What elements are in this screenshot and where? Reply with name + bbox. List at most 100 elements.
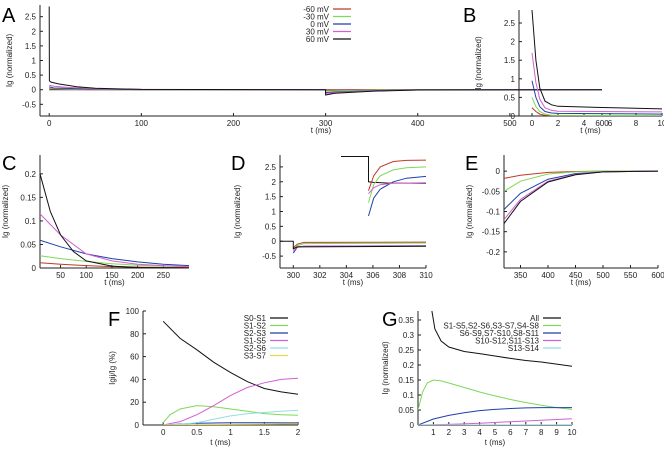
series-line-60-mV (504, 170, 659, 224)
panel-G: 1 2 3 4 5 6 7 8 9 10 0 0.05 0.1 0.15 0.2 0.25 0.3 0.35 t (… (381, 309, 577, 447)
legend-label: S10-S12,S11-S13 (475, 337, 539, 346)
y-tick-label: 1.5 (504, 56, 516, 65)
series-line--30-mV (531, 97, 663, 116)
legend-label: All (530, 314, 539, 323)
y-tick-label: 0.15 (398, 376, 414, 385)
series-line--30-mV (368, 166, 427, 203)
panel-letter: G (382, 309, 398, 331)
x-tick-label: 300 (319, 119, 333, 128)
x-tick-label: 304 (340, 271, 354, 280)
x-tick-label: 450 (569, 271, 583, 280)
panel-D: 300 302 304 306 308 310 -0.5 0 0.5 1 1.5 2 2.5 t (ms)… (231, 153, 433, 287)
x-tick-label: 5 (493, 428, 498, 437)
panel-E: 350 400 450 500 550 600 -0.2 -0.15 -0.1 -0.05 0 t (… (465, 153, 664, 287)
x-tick-label: 200 (131, 271, 145, 280)
y-tick-label: 1 (272, 208, 277, 217)
x-tick-label: 0 (530, 119, 535, 128)
legend-label: S1-S5 (244, 337, 267, 346)
series-line-S1-S5-S2-S6-S3-S7-S4-S8 (418, 379, 573, 411)
series-line-60-mV (40, 173, 190, 268)
x-tick-label: 2 (447, 428, 452, 437)
series-line-S2-S6 (163, 409, 299, 425)
x-tick-label: 300 (287, 271, 301, 280)
x-axis-label: t (ms) (210, 438, 231, 447)
x-tick-label: 400 (541, 271, 555, 280)
y-axis-label: Ig (normalized) (474, 36, 483, 90)
x-tick-label: 100 (80, 271, 94, 280)
panel-letter: D (231, 153, 245, 175)
x-tick-label: 10 (568, 428, 577, 437)
series-line-30-mV (368, 182, 427, 195)
y-axis-label: Ig (normalized) (1, 184, 10, 238)
y-axis-label: Ig (normalized) (233, 184, 242, 238)
series-group (48, 6, 603, 96)
y-tick-label: 0 (496, 167, 501, 176)
series-group (531, 9, 663, 116)
x-tick-label: 6 (608, 119, 613, 128)
y-tick-label: 0.1 (403, 391, 415, 400)
y-tick-label: 0.25 (398, 346, 414, 355)
x-tick-label: 50 (56, 271, 65, 280)
legend-label: 30 mV (306, 28, 330, 37)
x-tick-label: 600 (595, 119, 609, 128)
x-tick-label: 0 (161, 428, 166, 437)
y-tick-label: 0 (511, 112, 516, 121)
x-tick-label: 2 (296, 428, 301, 437)
x-tick-label: 200 (227, 119, 241, 128)
y-axis-label: Ig (normalized) (5, 33, 14, 87)
series-line-S6-S9-S7-S10-S8-S11 (418, 407, 572, 425)
panel-letter: B (463, 5, 476, 27)
y-tick-label: 0.05 (398, 406, 414, 415)
x-tick-label: 0.5 (191, 428, 203, 437)
series-line-S1-S5 (163, 377, 299, 425)
legend-label: 60 mV (306, 35, 330, 44)
y-tick-label: 0 (272, 237, 277, 246)
x-tick-label: 250 (157, 271, 171, 280)
y-tick-label: -0.5 (262, 252, 276, 261)
series-line-0-mV (531, 80, 663, 115)
series-group (162, 320, 299, 425)
legend-label: 0 mV (310, 20, 329, 29)
x-tick-label: 1 (228, 428, 233, 437)
y-tick-label: 60 (130, 353, 139, 362)
y-tick-label: 0 (135, 421, 140, 430)
panel-letter: E (465, 153, 478, 175)
x-tick-label: 306 (366, 271, 380, 280)
series-line--30-mV (504, 170, 658, 192)
x-tick-label: 3 (462, 428, 467, 437)
y-tick-label: -0.05 (482, 187, 501, 196)
y-tick-label: 80 (130, 330, 139, 339)
x-tick-label: 2 (556, 119, 561, 128)
series-line-60-mV (531, 9, 663, 110)
x-axis-label: t (ms) (343, 278, 364, 287)
x-tick-label: 4 (582, 119, 587, 128)
y-tick-label: 2 (32, 27, 37, 36)
x-tick-label: 550 (624, 271, 638, 280)
y-tick-label: 0.15 (20, 193, 36, 202)
x-axis-label: t (ms) (485, 438, 506, 447)
series-line-S0-S1 (162, 320, 299, 395)
series-line-0-mV (40, 239, 190, 267)
y-axis-label: Igij/Ig (%) (108, 351, 117, 385)
x-tick-label: 8 (634, 119, 639, 128)
y-tick-label: 0 (410, 421, 415, 430)
legend-G: AllS1-S5,S2-S6,S3-S7,S4-S8S6-S9,S7-S10,S… (443, 314, 561, 353)
x-tick-label: 100 (135, 119, 149, 128)
x-tick-label: 4 (477, 428, 482, 437)
y-axis-label: Ig (normalized) (465, 184, 474, 238)
y-tick-label: 100 (126, 307, 140, 316)
y-tick-label: 1.5 (25, 42, 37, 51)
panel-B: 0 2 4 6 8 10 0 0.5 1 1.5 2 2.5 t (ms) Ig (normalized)… (463, 5, 664, 135)
legend-label: S13-S14 (508, 344, 540, 353)
series-line-0-mV (368, 175, 427, 217)
y-tick-label: 0.3 (403, 331, 415, 340)
series-line-30-mV (531, 52, 663, 113)
x-tick-label: 10 (658, 119, 664, 128)
y-axis-label: Ig (normalized) (381, 341, 390, 395)
x-tick-label: 600 (651, 271, 664, 280)
legend-label: S1-S2 (244, 322, 267, 331)
panel-letter: F (108, 309, 120, 331)
y-tick-label: 0.05 (20, 240, 36, 249)
